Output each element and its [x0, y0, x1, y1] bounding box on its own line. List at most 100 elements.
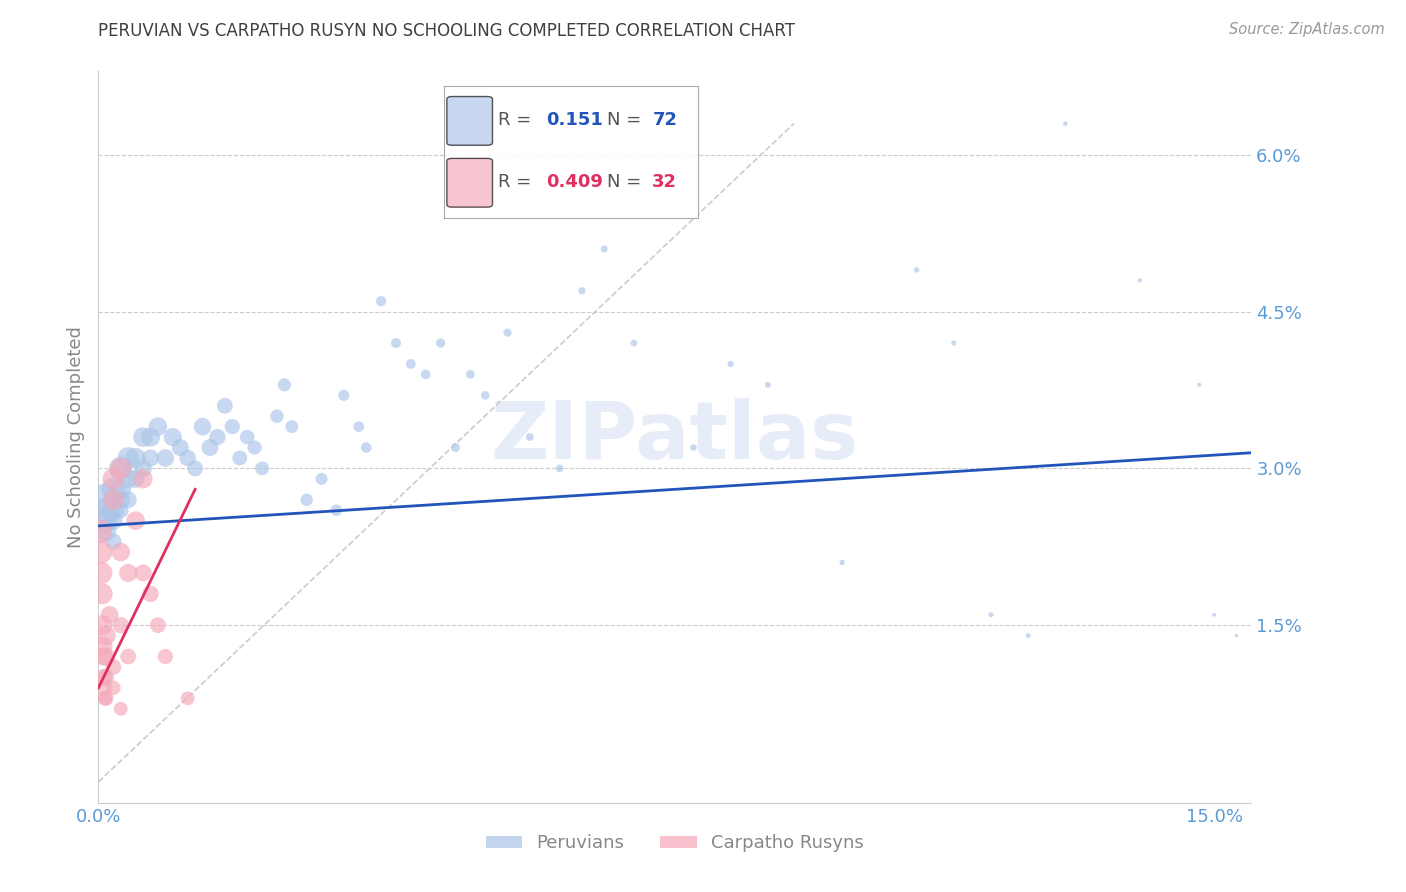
Point	[1188, 377, 1211, 392]
Point	[229, 450, 252, 465]
Point	[399, 357, 422, 371]
Point	[103, 492, 125, 507]
FancyBboxPatch shape	[447, 96, 492, 145]
Text: N =: N =	[606, 173, 641, 191]
Text: Source: ZipAtlas.com: Source: ZipAtlas.com	[1229, 22, 1385, 37]
Point	[103, 503, 125, 517]
Point	[756, 377, 779, 392]
Text: 32: 32	[652, 173, 678, 191]
Point	[91, 492, 114, 507]
Point	[415, 368, 437, 382]
Point	[117, 472, 139, 486]
Point	[94, 691, 117, 706]
Point	[460, 368, 482, 382]
Point	[519, 430, 541, 444]
Point	[91, 587, 114, 601]
Point	[831, 556, 853, 570]
Point	[980, 607, 1002, 622]
Point	[117, 450, 139, 465]
Point	[162, 430, 184, 444]
Point	[311, 472, 333, 486]
Point	[94, 649, 117, 664]
Point	[281, 419, 304, 434]
Point	[333, 388, 356, 402]
Point	[103, 660, 125, 674]
Point	[1225, 629, 1247, 643]
Point	[474, 388, 496, 402]
Point	[273, 377, 295, 392]
Point	[94, 503, 117, 517]
Point	[191, 419, 214, 434]
Point	[571, 284, 593, 298]
Point	[250, 461, 273, 475]
Point	[94, 691, 117, 706]
Point	[132, 430, 155, 444]
Point	[139, 430, 162, 444]
Point	[176, 450, 198, 465]
Point	[214, 399, 236, 413]
Point	[117, 649, 139, 664]
Point	[176, 691, 198, 706]
Y-axis label: No Schooling Completed: No Schooling Completed	[66, 326, 84, 548]
Point	[905, 263, 928, 277]
Point	[110, 503, 132, 517]
Point	[325, 503, 347, 517]
Point	[110, 702, 132, 716]
Point	[93, 681, 115, 695]
Point	[103, 534, 125, 549]
Point	[207, 430, 229, 444]
Point	[110, 545, 132, 559]
Point	[90, 566, 112, 580]
Point	[139, 450, 162, 465]
Point	[593, 242, 616, 256]
Point	[243, 441, 266, 455]
Point	[91, 639, 114, 653]
Point	[146, 419, 169, 434]
Point	[682, 441, 704, 455]
Point	[103, 472, 125, 486]
Point	[103, 681, 125, 695]
Text: R =: R =	[498, 112, 531, 129]
Point	[548, 461, 571, 475]
Point	[124, 514, 146, 528]
Point	[385, 336, 408, 351]
Point	[132, 461, 155, 475]
Point	[103, 514, 125, 528]
Point	[295, 492, 318, 507]
Point	[94, 670, 117, 684]
Text: ZIPatlas: ZIPatlas	[491, 398, 859, 476]
Point	[169, 441, 191, 455]
Point	[103, 483, 125, 497]
Point	[155, 450, 177, 465]
Point	[117, 566, 139, 580]
Text: R =: R =	[498, 173, 531, 191]
Text: PERUVIAN VS CARPATHO RUSYN NO SCHOOLING COMPLETED CORRELATION CHART: PERUVIAN VS CARPATHO RUSYN NO SCHOOLING …	[98, 22, 796, 40]
Point	[198, 441, 221, 455]
Point	[132, 566, 155, 580]
Point	[236, 430, 259, 444]
Point	[139, 587, 162, 601]
Point	[110, 461, 132, 475]
Point	[1129, 273, 1152, 287]
Point	[94, 524, 117, 538]
Text: 72: 72	[652, 112, 678, 129]
Point	[110, 492, 132, 507]
Point	[496, 326, 519, 340]
Point	[221, 419, 243, 434]
Point	[146, 618, 169, 632]
Point	[98, 607, 121, 622]
Point	[155, 649, 177, 664]
Legend: Peruvians, Carpatho Rusyns: Peruvians, Carpatho Rusyns	[478, 827, 872, 860]
Text: N =: N =	[606, 112, 641, 129]
Point	[354, 441, 377, 455]
Point	[94, 514, 117, 528]
Point	[124, 450, 146, 465]
Point	[429, 336, 451, 351]
Point	[94, 629, 117, 643]
Point	[89, 524, 111, 538]
Point	[1017, 629, 1039, 643]
Point	[184, 461, 207, 475]
Point	[347, 419, 370, 434]
Point	[117, 492, 139, 507]
Text: 0.151: 0.151	[546, 112, 603, 129]
